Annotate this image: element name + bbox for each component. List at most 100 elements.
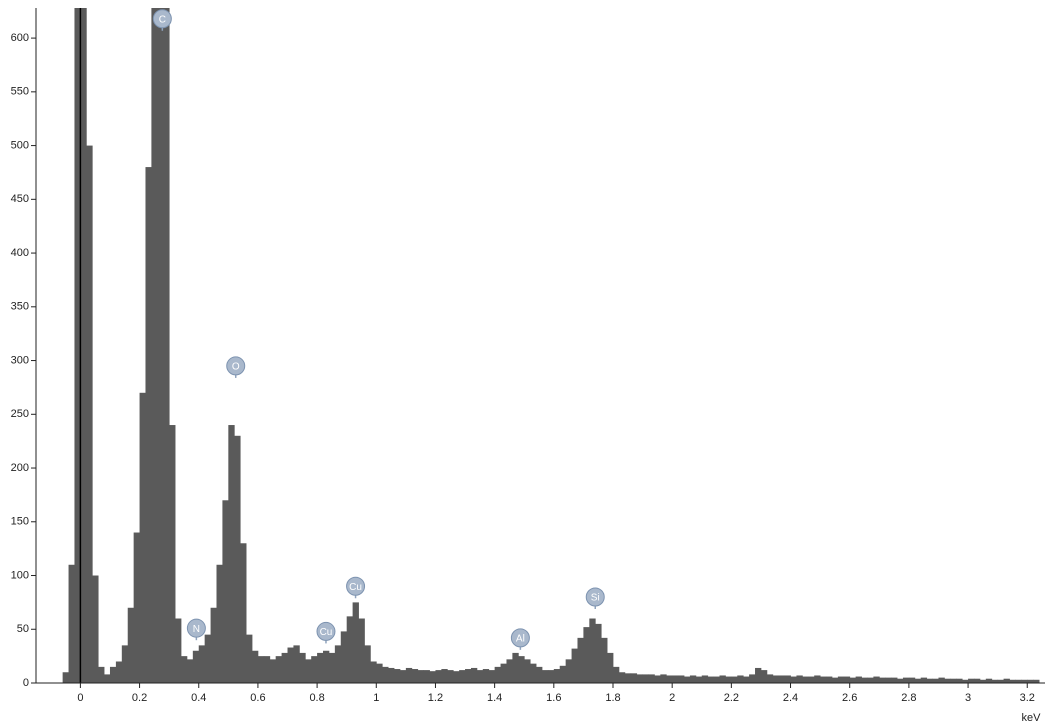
bar	[678, 675, 685, 683]
bar	[707, 676, 714, 683]
bar	[518, 656, 525, 683]
bar	[417, 670, 425, 683]
bar	[612, 666, 620, 683]
bar	[985, 678, 993, 683]
bar	[950, 678, 957, 683]
bar	[743, 676, 750, 683]
bar	[92, 575, 99, 683]
bar	[831, 677, 839, 683]
bar	[482, 669, 490, 683]
bar	[281, 652, 288, 683]
bar	[755, 667, 762, 683]
bar	[926, 678, 933, 683]
x-tick-label: 0.2	[132, 692, 147, 704]
bar	[660, 674, 667, 683]
peak-badge	[316, 621, 336, 641]
peak-badge	[226, 356, 246, 376]
bar	[453, 671, 460, 683]
bar	[583, 627, 590, 683]
bar	[595, 623, 602, 683]
bar	[802, 676, 809, 683]
peak-badge	[346, 576, 366, 596]
y-tick-label: 450	[11, 193, 29, 205]
bar	[666, 675, 673, 683]
bar	[956, 678, 963, 683]
bar	[784, 675, 791, 683]
bar	[1015, 679, 1022, 683]
peak-name: Al	[516, 633, 525, 644]
bar	[257, 656, 265, 683]
bar	[334, 645, 342, 683]
bar	[222, 500, 229, 683]
bar	[701, 675, 709, 683]
y-tick-label: 550	[11, 86, 29, 98]
bar	[719, 675, 726, 683]
bar	[74, 8, 81, 684]
bar	[175, 618, 182, 683]
bar	[624, 673, 632, 683]
bar	[358, 618, 365, 683]
axes: 0 50 100 150 200 250 300 350 400 450 500 550 600 0 0.2…	[11, 8, 1045, 704]
bar	[98, 666, 105, 683]
bar	[246, 634, 253, 683]
x-tick-label: 1.6	[546, 692, 561, 704]
y-tick-label: 250	[11, 408, 29, 420]
peak-label: Al	[510, 628, 530, 650]
bar	[157, 8, 164, 684]
bar	[465, 669, 472, 683]
peak-badge	[510, 628, 530, 648]
bar	[731, 676, 738, 683]
bar	[145, 167, 152, 684]
x-tick-label: 0.6	[250, 692, 265, 704]
bar	[506, 659, 513, 683]
bar	[589, 618, 596, 683]
bar	[571, 648, 578, 683]
x-tick-label: 2.4	[783, 692, 798, 704]
bar	[991, 679, 999, 683]
bar	[536, 666, 543, 683]
peak-name: Si	[591, 593, 600, 604]
bar	[192, 650, 200, 683]
bar	[524, 659, 531, 683]
bar	[772, 675, 780, 683]
bar	[790, 676, 797, 683]
bar	[577, 637, 584, 683]
bar	[1003, 678, 1010, 683]
bar	[766, 674, 774, 683]
bar	[873, 676, 880, 683]
bar	[642, 674, 649, 683]
bar	[760, 670, 768, 683]
bar	[115, 661, 123, 683]
bar	[855, 676, 862, 683]
x-tick-label: 1.8	[605, 692, 620, 704]
bar	[210, 607, 217, 683]
y-tick-label: 500	[11, 139, 29, 151]
bar	[849, 677, 857, 683]
bar	[737, 675, 744, 683]
bar	[607, 652, 614, 683]
bar	[441, 669, 448, 683]
bar	[139, 392, 146, 683]
bar	[459, 670, 466, 683]
x-tick-label: 1.2	[428, 692, 443, 704]
bar	[109, 666, 117, 683]
bar	[867, 677, 874, 683]
bar	[897, 678, 904, 683]
x-tick-label: 3	[965, 692, 971, 704]
bar	[885, 677, 892, 683]
bar	[654, 675, 661, 683]
bar	[530, 663, 537, 683]
bar	[861, 677, 868, 683]
bar	[672, 675, 679, 683]
bar	[879, 677, 886, 683]
bar	[429, 671, 436, 683]
bar	[547, 670, 555, 683]
y-tick-label: 50	[17, 623, 29, 635]
bar	[299, 652, 306, 683]
bar	[293, 645, 300, 683]
bar	[648, 674, 655, 683]
bar	[938, 677, 945, 683]
bar	[399, 670, 407, 683]
bar	[346, 616, 354, 683]
x-tick-label: 2.6	[842, 692, 857, 704]
